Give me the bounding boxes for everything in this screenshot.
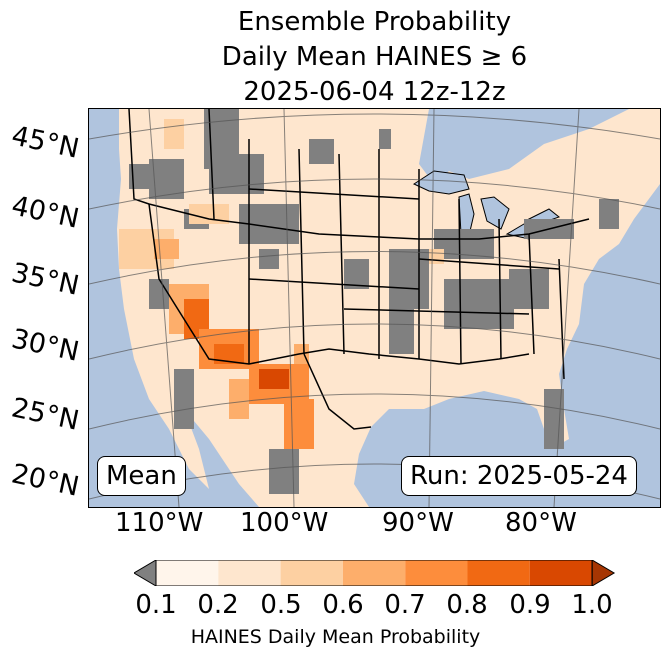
title-line-1: Ensemble Probability — [237, 7, 512, 37]
lat-label-25: 25°N — [8, 392, 82, 437]
colorbar-cell-0 — [156, 560, 219, 586]
mean-label-box: Mean — [97, 456, 186, 496]
lon-label-100w: 100°W — [240, 508, 329, 538]
lat-label-40: 40°N — [8, 190, 82, 235]
colorbar-over-arrow — [591, 560, 616, 586]
colorbar-cells — [134, 560, 616, 586]
colorbar-tick-6: 0.9 — [509, 590, 551, 620]
run-date-box: Run: 2025-05-24 — [401, 456, 637, 496]
colorbar-label: HAINES Daily Mean Probability — [190, 626, 481, 648]
colorbar-cell-3 — [342, 560, 406, 586]
state-borders — [128, 109, 590, 430]
map-panel[interactable] — [88, 108, 661, 508]
lat-label-20: 20°N — [8, 458, 82, 503]
colorbar-cell-1 — [218, 560, 281, 586]
lon-label-90w: 90°W — [382, 508, 454, 538]
colorbar-tick-7: 1.0 — [571, 590, 613, 620]
colorbar-cell-2 — [280, 560, 343, 586]
colorbar-under-arrow — [134, 560, 157, 586]
colorbar — [134, 560, 616, 586]
lon-label-80w: 80°W — [505, 508, 577, 538]
colorbar-tick-5: 0.8 — [446, 590, 488, 620]
colorbar-tick-3: 0.6 — [322, 590, 364, 620]
lon-label-110w: 110°W — [115, 508, 204, 538]
colorbar-cell-4 — [405, 560, 468, 586]
colorbar-frame — [155, 560, 593, 586]
colorbar-tick-4: 0.7 — [384, 590, 426, 620]
map-canvas — [89, 109, 660, 507]
colorbar-tick-2: 0.5 — [260, 590, 302, 620]
title-line-3: 2025-06-04 12z-12z — [243, 77, 506, 107]
colorbar-cell-5 — [467, 560, 530, 586]
colorbar-cell-6 — [529, 560, 593, 586]
colorbar-tick-1: 0.2 — [197, 590, 239, 620]
lat-label-30: 30°N — [8, 323, 82, 368]
lat-label-45: 45°N — [8, 120, 82, 165]
colorbar-tick-0: 0.1 — [135, 590, 177, 620]
title-line-2: Daily Mean HAINES ≥ 6 — [221, 42, 528, 72]
lat-label-35: 35°N — [8, 257, 82, 302]
